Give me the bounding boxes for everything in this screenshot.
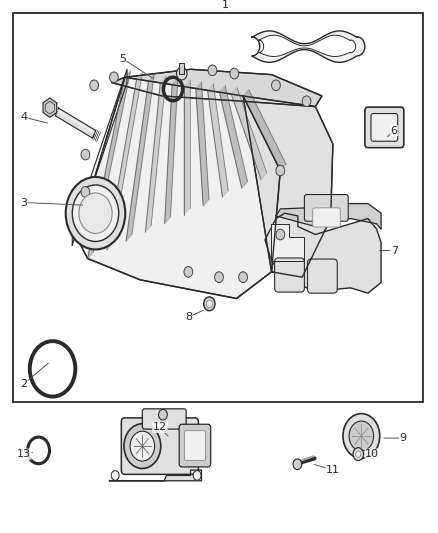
Polygon shape — [126, 75, 154, 241]
Bar — [179, 63, 184, 74]
Circle shape — [206, 300, 212, 308]
Circle shape — [302, 96, 311, 107]
Polygon shape — [231, 88, 267, 179]
Circle shape — [293, 459, 302, 470]
Circle shape — [343, 414, 380, 458]
FancyBboxPatch shape — [179, 424, 211, 467]
Circle shape — [272, 80, 280, 91]
Bar — [13, 13, 423, 402]
FancyBboxPatch shape — [304, 195, 348, 221]
Circle shape — [66, 177, 125, 249]
Polygon shape — [271, 224, 304, 261]
Polygon shape — [107, 73, 142, 249]
FancyBboxPatch shape — [307, 259, 337, 293]
Circle shape — [81, 149, 90, 160]
Circle shape — [276, 229, 285, 240]
Text: 5: 5 — [119, 54, 126, 63]
Circle shape — [184, 266, 193, 277]
Text: 10: 10 — [365, 449, 379, 459]
Text: 9: 9 — [399, 433, 406, 443]
Text: 3: 3 — [21, 198, 28, 207]
Circle shape — [356, 451, 361, 457]
Circle shape — [230, 68, 239, 79]
FancyBboxPatch shape — [184, 431, 205, 461]
Circle shape — [193, 471, 201, 480]
Polygon shape — [252, 31, 365, 62]
Polygon shape — [145, 76, 166, 232]
Circle shape — [130, 431, 155, 461]
Polygon shape — [43, 98, 57, 117]
Polygon shape — [72, 69, 127, 245]
Circle shape — [79, 193, 112, 233]
Polygon shape — [265, 213, 381, 293]
Circle shape — [353, 448, 364, 461]
Circle shape — [72, 185, 119, 241]
Polygon shape — [219, 86, 247, 188]
Polygon shape — [112, 69, 322, 107]
Circle shape — [208, 65, 217, 76]
Text: 7: 7 — [391, 246, 398, 255]
FancyBboxPatch shape — [371, 114, 398, 141]
Polygon shape — [243, 96, 333, 277]
Polygon shape — [184, 80, 190, 214]
FancyBboxPatch shape — [313, 208, 340, 227]
Polygon shape — [208, 84, 228, 197]
Circle shape — [204, 297, 215, 311]
Text: 13: 13 — [17, 449, 31, 459]
Polygon shape — [243, 90, 286, 171]
Circle shape — [81, 187, 90, 197]
Circle shape — [349, 421, 374, 451]
Polygon shape — [77, 77, 280, 298]
Circle shape — [111, 471, 119, 480]
Circle shape — [90, 80, 99, 91]
Text: 6: 6 — [391, 126, 398, 135]
Polygon shape — [196, 82, 209, 206]
Polygon shape — [88, 71, 131, 259]
Text: 8: 8 — [185, 312, 192, 322]
Text: 4: 4 — [21, 112, 28, 122]
FancyBboxPatch shape — [365, 107, 404, 148]
Circle shape — [276, 165, 285, 176]
Polygon shape — [258, 35, 356, 56]
Text: 11: 11 — [326, 465, 340, 475]
Text: 2: 2 — [21, 379, 28, 389]
Polygon shape — [165, 78, 178, 223]
Polygon shape — [110, 470, 201, 481]
Circle shape — [239, 272, 247, 282]
Circle shape — [215, 272, 223, 282]
Circle shape — [159, 409, 167, 420]
Circle shape — [177, 67, 187, 80]
Text: 12: 12 — [153, 423, 167, 432]
FancyBboxPatch shape — [275, 258, 304, 292]
FancyBboxPatch shape — [142, 409, 186, 429]
Text: 1: 1 — [222, 1, 229, 10]
Polygon shape — [55, 108, 96, 138]
Circle shape — [110, 72, 118, 83]
Polygon shape — [276, 204, 381, 229]
FancyBboxPatch shape — [121, 418, 198, 474]
Circle shape — [124, 424, 161, 469]
